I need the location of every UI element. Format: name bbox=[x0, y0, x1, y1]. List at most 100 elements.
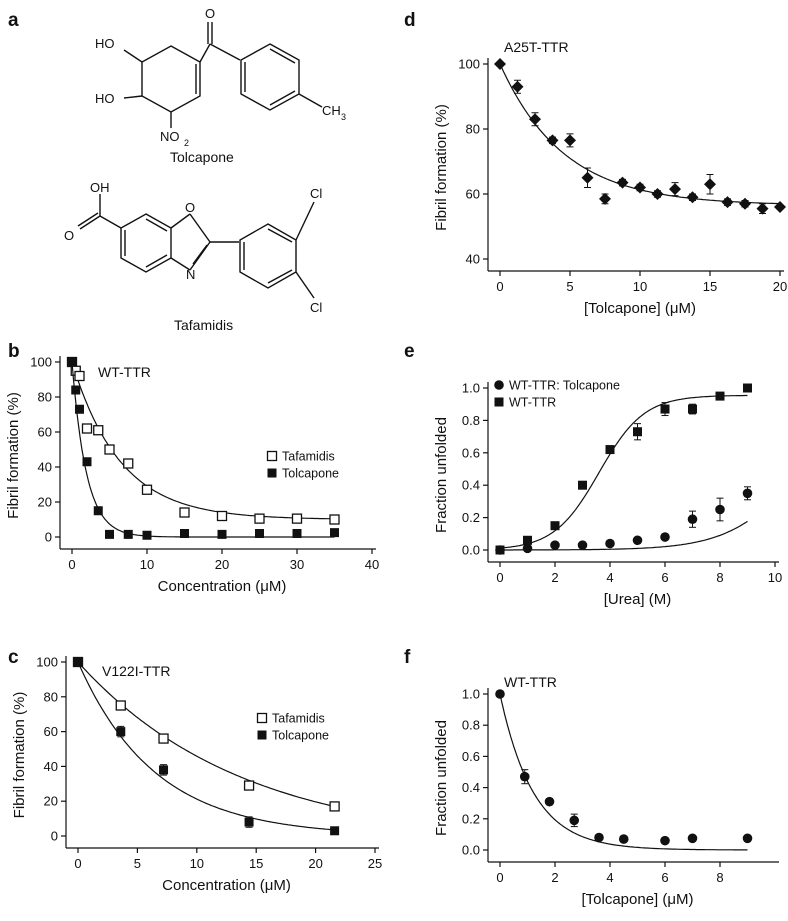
y-axis-label-c: Fibril formation (%) bbox=[11, 692, 28, 819]
legend-label: WT-TTR: Tolcapone bbox=[509, 379, 620, 393]
legend-marker bbox=[257, 730, 267, 740]
x-tick-label: 5 bbox=[566, 279, 573, 294]
data-point bbox=[660, 835, 670, 846]
legend-label: Tafamidis bbox=[272, 712, 325, 726]
chart-title-b: WT-TTR bbox=[98, 364, 151, 380]
data-point bbox=[742, 488, 753, 499]
x-tick-label: 15 bbox=[703, 279, 717, 294]
data-point bbox=[687, 833, 698, 844]
tafamidis-structure bbox=[77, 194, 315, 299]
data-point bbox=[511, 80, 524, 93]
data-point bbox=[329, 514, 340, 525]
data-point bbox=[739, 197, 751, 210]
x-tick-label: 6 bbox=[661, 870, 668, 885]
data-point bbox=[82, 457, 92, 467]
data-point bbox=[255, 529, 264, 538]
data-point bbox=[123, 529, 133, 539]
data-point bbox=[254, 513, 265, 524]
x-tick-label: 25 bbox=[368, 856, 382, 871]
chart-title-f: WT-TTR bbox=[504, 674, 557, 690]
y-tick-label: 0.0 bbox=[462, 543, 480, 558]
y-tick-label: 1.0 bbox=[462, 687, 480, 702]
data-point bbox=[578, 480, 587, 490]
x-tick-label: 0 bbox=[68, 557, 75, 572]
panel-label-b: b bbox=[8, 341, 20, 362]
x-axis-label-b: Concentration (μM) bbox=[158, 578, 287, 595]
legend-label: WT-TTR bbox=[509, 396, 556, 410]
x-tick-label: 5 bbox=[134, 856, 141, 871]
data-point bbox=[179, 507, 190, 518]
y-axis-label-b: Fibril formation (%) bbox=[5, 392, 22, 519]
x-tick-label: 20 bbox=[215, 557, 229, 572]
data-point bbox=[104, 444, 115, 455]
x-tick-label: 10 bbox=[140, 557, 154, 572]
data-point bbox=[715, 391, 725, 401]
tolcapone-atom-no2-sub: 2 bbox=[184, 138, 189, 148]
tolcapone-structure bbox=[123, 22, 323, 128]
legend-marker bbox=[256, 712, 268, 724]
data-point bbox=[715, 504, 725, 515]
x-tick-label: 20 bbox=[308, 856, 322, 871]
y-tick-label: 0.4 bbox=[462, 780, 480, 795]
y-tick-label: 0.4 bbox=[462, 478, 480, 493]
data-point bbox=[495, 545, 505, 555]
data-point bbox=[142, 530, 152, 540]
data-point bbox=[660, 404, 670, 414]
y-tick-label: 20 bbox=[44, 794, 58, 809]
data-point bbox=[73, 657, 83, 667]
y-tick-label: 40 bbox=[44, 759, 58, 774]
tolcapone-atom-ho2: HO bbox=[95, 91, 115, 106]
y-tick-label: 0.2 bbox=[462, 811, 480, 826]
x-tick-label: 15 bbox=[249, 856, 263, 871]
tolcapone-ring-left bbox=[141, 45, 201, 113]
chart-c: 0 5 10 15 20 25 0 20 40 60 80 100 Concentration (μM)… bbox=[11, 655, 382, 895]
panel-label-c: c bbox=[8, 647, 19, 668]
x-tick-label: 0 bbox=[496, 570, 503, 585]
data-point bbox=[329, 801, 340, 812]
data-point bbox=[123, 458, 134, 469]
y-tick-label: 1.0 bbox=[462, 381, 480, 396]
y-tick-label: 60 bbox=[38, 425, 52, 440]
legend-marker bbox=[494, 397, 504, 407]
x-tick-label: 0 bbox=[74, 856, 81, 871]
x-tick-label: 8 bbox=[716, 570, 723, 585]
tafamidis-atom-cl1: Cl bbox=[310, 186, 322, 201]
y-tick-label: 0.8 bbox=[462, 718, 480, 733]
y-tick-label: 40 bbox=[38, 460, 52, 475]
data-point bbox=[550, 540, 560, 550]
data-point bbox=[594, 832, 604, 843]
data-point bbox=[616, 176, 629, 189]
x-tick-label: 20 bbox=[773, 279, 787, 294]
data-point bbox=[599, 192, 611, 205]
y-tick-label: 20 bbox=[38, 495, 52, 510]
x-tick-label: 10 bbox=[768, 570, 782, 585]
data-point bbox=[159, 765, 169, 775]
chart-e: 0 2 4 6 8 10 0.0 0.2 0.4 0.6 0.8 1.0 [Urea] (M) Fract… bbox=[433, 379, 782, 609]
data-point bbox=[519, 771, 530, 782]
y-tick-label: 80 bbox=[466, 122, 480, 137]
tafamidis-atom-o-ring: O bbox=[185, 200, 195, 215]
data-point bbox=[243, 780, 255, 791]
tolcapone-bond-carbonyl-left bbox=[199, 43, 211, 63]
y-tick-label: 0.8 bbox=[462, 413, 480, 428]
fit-curve-tolcapone bbox=[71, 361, 335, 538]
data-point bbox=[651, 188, 664, 200]
y-tick-label: 40 bbox=[466, 252, 480, 267]
data-point bbox=[529, 113, 541, 126]
tolcapone-atom-o: O bbox=[205, 6, 215, 21]
tolcapone-ring-right bbox=[240, 43, 300, 111]
x-axis-label-f: [Tolcapone] (μM) bbox=[581, 891, 693, 908]
y-tick-label: 100 bbox=[458, 57, 480, 72]
data-point bbox=[742, 833, 753, 844]
data-point bbox=[687, 514, 698, 525]
x-tick-label: 10 bbox=[190, 856, 204, 871]
data-point bbox=[291, 513, 303, 524]
data-point bbox=[217, 529, 227, 539]
data-point bbox=[581, 171, 594, 184]
y-tick-label: 100 bbox=[30, 355, 52, 370]
tolcapone-name: Tolcapone bbox=[170, 149, 234, 165]
data-point bbox=[141, 484, 153, 495]
y-tick-label: 80 bbox=[38, 390, 52, 405]
data-point bbox=[688, 404, 697, 414]
